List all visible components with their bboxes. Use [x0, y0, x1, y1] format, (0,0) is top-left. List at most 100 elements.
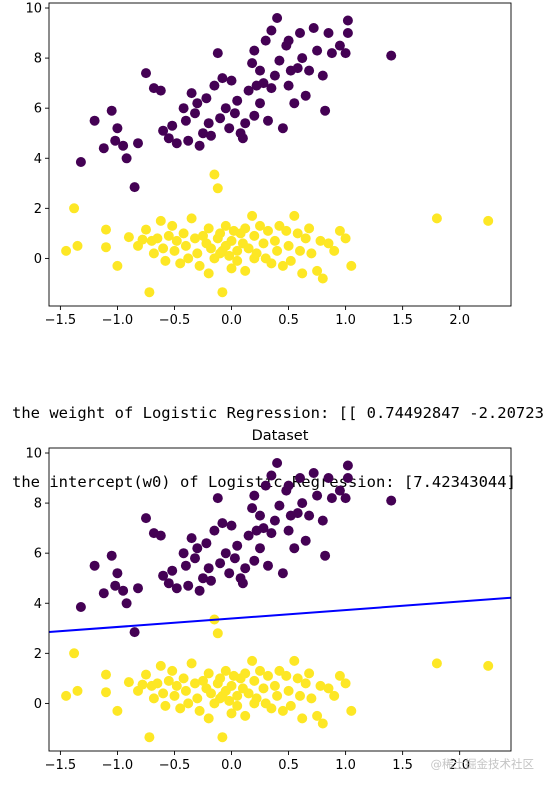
data-point	[160, 255, 171, 266]
data-point	[133, 583, 143, 594]
data-point	[255, 543, 265, 554]
data-point	[340, 493, 351, 504]
data-point	[266, 470, 277, 481]
data-point	[175, 703, 186, 714]
y-tick-label: 8	[34, 497, 42, 512]
data-point	[226, 680, 237, 691]
x-tick-label: 1.0	[335, 313, 356, 328]
data-point	[123, 677, 134, 688]
data-point	[217, 73, 228, 84]
data-point	[203, 713, 214, 724]
data-point	[342, 460, 353, 471]
data-point	[249, 555, 260, 566]
data-point	[198, 230, 208, 241]
data-point	[334, 485, 345, 496]
data-point	[178, 673, 189, 684]
data-point	[281, 670, 292, 681]
data-point	[212, 48, 223, 59]
data-point	[217, 518, 228, 529]
data-point	[266, 528, 277, 539]
data-point	[312, 490, 323, 501]
data-point	[260, 35, 271, 46]
y-tick-label: 0	[34, 252, 42, 267]
data-point	[255, 220, 265, 231]
data-point	[190, 233, 200, 244]
data-point	[274, 55, 285, 66]
data-point	[167, 565, 178, 576]
data-point	[251, 248, 262, 259]
data-point	[320, 550, 331, 561]
data-point	[283, 525, 294, 536]
data-point	[304, 223, 315, 234]
data-point	[289, 98, 300, 109]
data-point	[178, 228, 189, 239]
data-point	[289, 210, 300, 221]
data-point	[323, 473, 334, 483]
data-point	[169, 245, 180, 256]
x-tick-label: −1.0	[102, 758, 134, 773]
data-point	[237, 578, 248, 589]
x-tick-label: −0.5	[159, 313, 191, 328]
data-point	[323, 683, 334, 694]
data-point	[249, 110, 260, 121]
data-point	[163, 675, 174, 686]
data-point	[158, 570, 169, 581]
data-point	[141, 68, 151, 79]
data-point	[274, 220, 285, 231]
data-point	[61, 690, 72, 701]
data-point	[226, 708, 237, 719]
data-point	[72, 685, 83, 696]
data-point	[209, 169, 220, 180]
data-point	[247, 503, 258, 514]
data-point	[183, 698, 194, 709]
data-point	[266, 258, 277, 269]
data-point	[98, 588, 109, 599]
data-point	[292, 63, 303, 74]
data-point	[334, 40, 345, 51]
data-point	[198, 675, 208, 686]
x-tick-label: −1.5	[45, 758, 77, 773]
data-point	[483, 660, 494, 671]
data-point	[186, 213, 197, 224]
data-point	[167, 220, 178, 231]
series-purple	[75, 13, 397, 193]
data-point	[178, 103, 189, 114]
data-point	[277, 123, 288, 134]
data-point	[194, 705, 205, 716]
data-point	[112, 123, 123, 134]
data-point	[171, 680, 182, 691]
data-point	[340, 233, 351, 244]
data-point	[283, 480, 294, 491]
data-point	[317, 273, 328, 284]
data-point	[304, 668, 315, 679]
intercept-output-line: the intercept(w0) of Logistic Regression…	[12, 473, 516, 491]
data-point	[198, 573, 208, 584]
data-point	[192, 248, 203, 259]
data-point	[203, 668, 214, 679]
data-point	[220, 665, 231, 676]
data-point	[334, 670, 345, 681]
data-point	[190, 678, 200, 689]
data-point	[141, 513, 151, 524]
data-point	[61, 245, 72, 256]
data-point	[217, 287, 228, 298]
data-point	[283, 240, 294, 251]
x-tick-label: 1.5	[392, 758, 413, 773]
data-point	[295, 28, 305, 38]
data-point	[206, 688, 216, 699]
data-point	[260, 480, 271, 491]
data-point	[215, 673, 226, 684]
data-point	[167, 665, 178, 676]
data-point	[308, 468, 319, 478]
notebook-output: the weight of Logistic Regression: [[ 0.…	[12, 356, 548, 517]
series-yellow	[61, 169, 494, 298]
data-point	[206, 243, 216, 254]
data-point	[317, 515, 328, 526]
data-point	[224, 123, 235, 134]
data-point	[224, 695, 235, 706]
data-point	[342, 473, 353, 483]
data-point	[263, 115, 273, 126]
data-point	[118, 585, 129, 596]
x-tick-label: 0.0	[221, 758, 242, 773]
data-point	[295, 473, 305, 483]
